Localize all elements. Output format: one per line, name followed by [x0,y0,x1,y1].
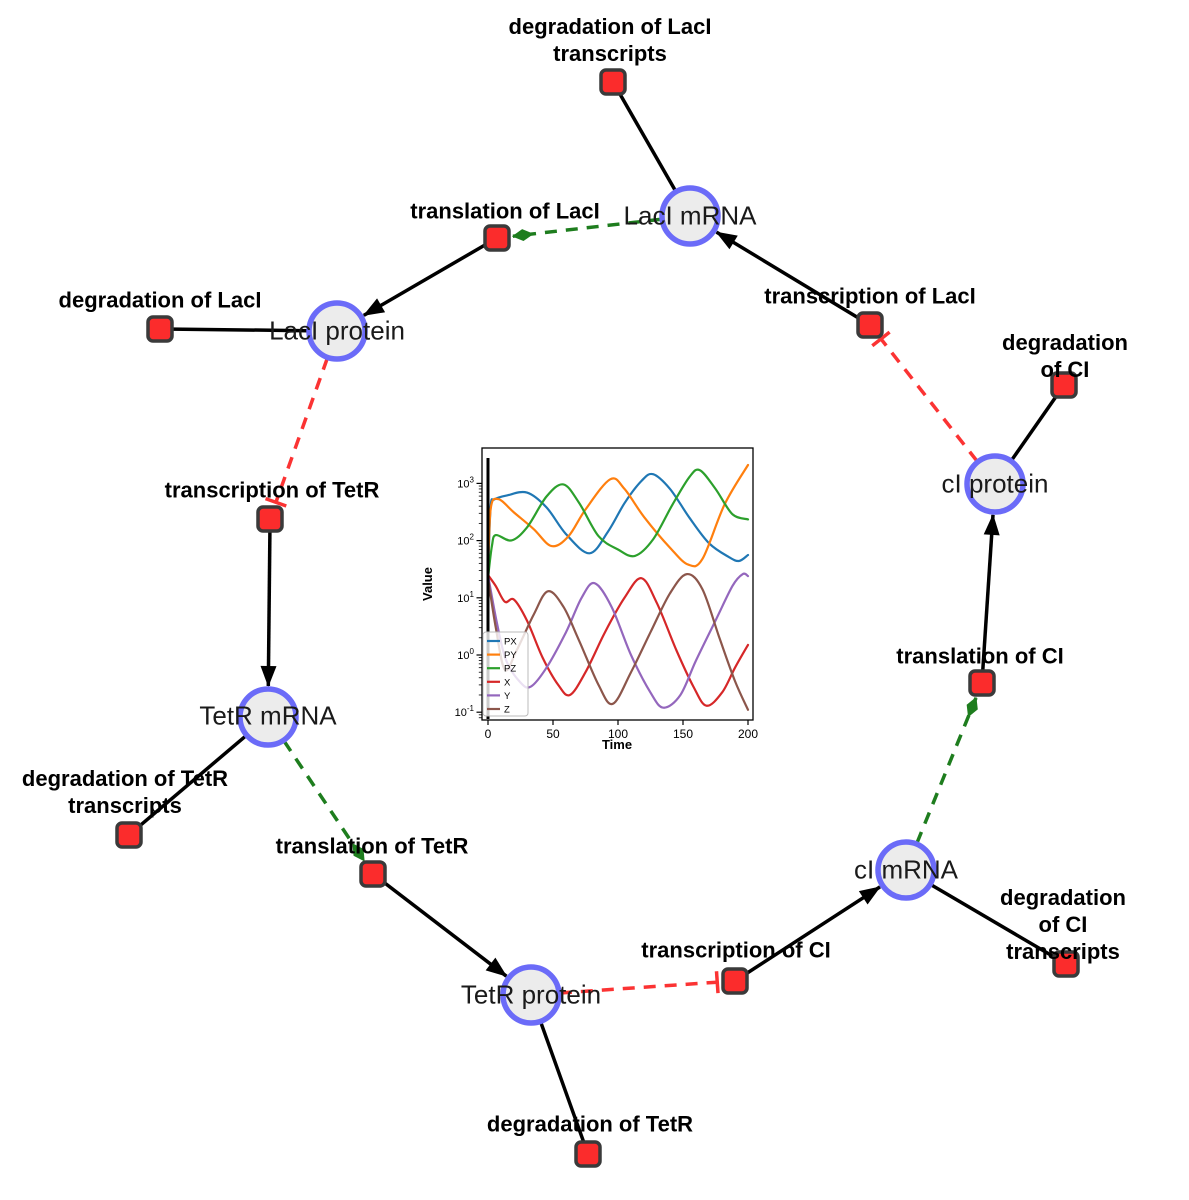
reaction-label-deg-laci: degradation of LacI [58,287,262,313]
legend-label-X: X [504,677,511,688]
species-label-laci-mrna: LacI mRNA [623,200,757,231]
edge-tetr-protein-to-deg-tetr [539,1021,586,1143]
species-label-ci-protein: cI protein [941,468,1049,499]
species-node-laci-mrna [659,185,721,247]
x-axis-label: Time [602,737,632,752]
y-tick-label-1e1: 101 [457,590,474,605]
legend-label-PZ: PZ [504,664,516,675]
reaction-node-deg-laci-transcripts [599,68,627,96]
species-node-tetr-mrna [237,686,299,748]
legend-label-Z: Z [504,705,510,716]
x-tick-label-0: 0 [485,727,492,741]
edge-tetr-protein-inhibits-transcription-ci [559,971,720,995]
reaction-nodes [115,68,1080,1168]
reaction-node-translation-ci [968,669,996,697]
reaction-label-transcription-laci: transcription of LacI [764,283,976,309]
edge-tetr-mrna-to-deg-tetr-transcripts [137,734,248,828]
series-line-PZ [486,468,750,580]
reaction-label-transcription-tetr: transcription of TetR [164,477,380,503]
x-tick-label-50: 50 [546,727,560,741]
series-line-X [486,573,750,707]
series-line-PX [486,472,750,580]
legend-label-PY: PY [504,650,517,661]
reaction-node-transcription-laci [856,311,884,339]
reaction-label-translation-tetr: translation of TetR [275,833,469,859]
edge-tetr-mrna-to-translation-tetr [282,740,366,862]
reaction-label-deg-tetr-transcripts: degradation of TetR transcripts [21,766,229,818]
edge-laci-mrna-to-deg-laci-transcripts [617,92,678,192]
edge-ci-mrna-to-deg-ci-transcripts [930,883,1056,959]
x-tick-label-200: 200 [738,727,758,741]
edge-translation-tetr-to-tetr-protein [382,880,508,978]
chart-legend: PX PY PZ XYZ [482,631,529,717]
edge-transcription-tetr-to-tetr-mrna [260,531,277,687]
edges [137,92,1059,1143]
reaction-node-translation-tetr [359,860,387,888]
edge-ci-protein-inhibits-transcription-laci [871,330,979,463]
edge-laci-protein-inhibits-transcription-tetr [264,357,329,508]
species-label-ci-mrna: cI mRNA [854,854,958,885]
species-label-tetr-mrna: TetR mRNA [199,700,337,731]
reaction-node-deg-tetr-transcripts [115,821,143,849]
y-tick-label-1e-1: 10-1 [455,704,475,719]
y-tick-label-1e3: 103 [457,475,474,490]
y-axis-label: Value [420,567,435,601]
species-node-tetr-protein [500,964,562,1026]
reaction-label-deg-ci: degradation of CI [1002,330,1128,382]
edge-ci-protein-to-deg-ci [1010,394,1059,462]
reaction-node-transcription-tetr [256,505,284,533]
legend-label-Y: Y [504,691,511,702]
reaction-node-translation-laci [483,224,511,252]
species-node-ci-protein [964,453,1026,515]
legend-label-PX: PX [504,637,517,648]
edge-transcription-ci-to-ci-mrna [744,885,881,976]
edge-laci-mrna-to-translation-laci [511,217,662,242]
edge-translation-ci-to-ci-protein [981,513,1000,671]
reaction-label-transcription-ci: transcription of CI [641,937,831,963]
species-node-ci-mrna [875,839,937,901]
edge-transcription-laci-to-laci-mrna [715,230,860,320]
y-tick-label-1e0: 100 [457,647,474,662]
reaction-label-translation-ci: translation of CI [896,643,1064,669]
reaction-node-deg-ci-transcripts [1052,950,1080,978]
reaction-label-translation-laci: translation of LacI [410,198,600,224]
edge-translation-laci-to-laci-protein [362,242,487,317]
x-tick-label-100: 100 [608,727,628,741]
series-line-PY [486,463,750,580]
species-node-laci-protein [306,300,368,362]
edge-laci-protein-to-deg-laci [172,327,309,333]
reaction-node-transcription-ci [721,967,749,995]
reaction-node-deg-laci [146,315,174,343]
reaction-node-deg-tetr [574,1140,602,1168]
edge-ci-mrna-to-translation-ci [915,696,978,844]
species-nodes [237,185,1026,1026]
reaction-node-deg-ci [1050,371,1078,399]
x-tick-label-150: 150 [673,727,693,741]
reaction-label-deg-laci-transcripts: degradation of LacI transcripts [508,14,712,66]
species-label-laci-protein: LacI protein [269,315,405,346]
reaction-label-deg-tetr: degradation of TetR [486,1111,694,1137]
y-tick-label-1e2: 102 [457,533,474,548]
reaction-label-deg-ci-transcripts: degradation of CI transcripts [1000,884,1126,964]
species-label-tetr-protein: TetR protein [460,979,602,1010]
